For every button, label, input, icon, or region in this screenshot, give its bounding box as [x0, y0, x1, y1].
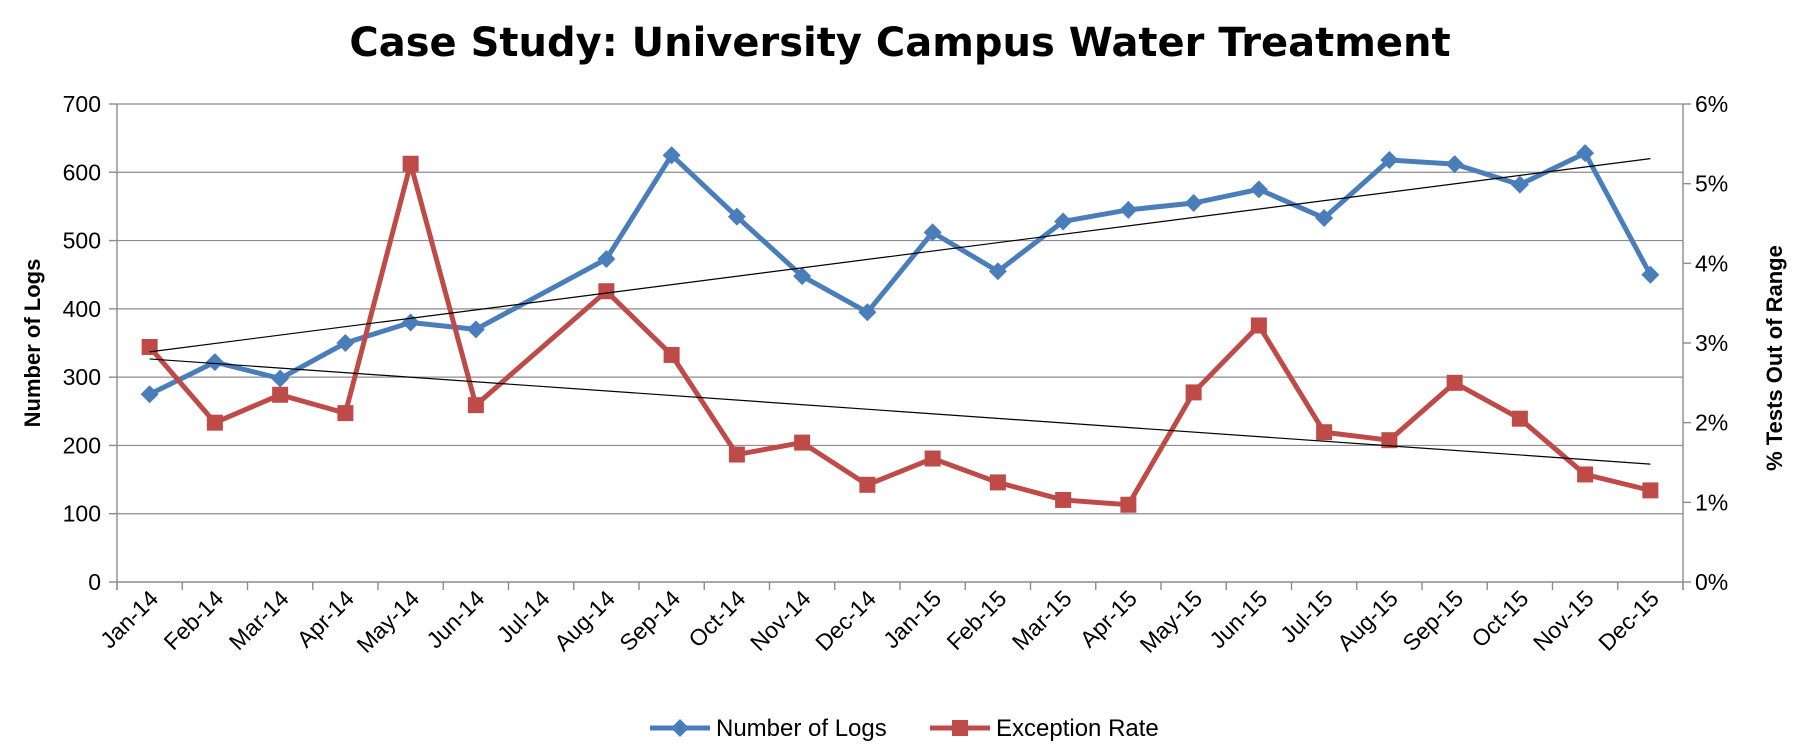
x-axis-tick-label: Jan-15: [878, 585, 946, 653]
right-axis-tick-label: 4%: [1695, 250, 1728, 276]
data-point-logs: [271, 369, 290, 388]
data-point-logs: [793, 267, 812, 286]
series-line: [148, 150, 1653, 397]
data-point-exception-rate: [1250, 317, 1267, 334]
x-axis-tick-label: Oct-15: [1466, 585, 1533, 652]
data-point-exception-rate: [1055, 491, 1072, 508]
legend-label: Exception Rate: [996, 715, 1159, 742]
x-axis-tick-label: Jul-15: [1275, 585, 1338, 648]
x-axis-tick-label: May-15: [1135, 585, 1208, 658]
left-axis-tick-label: 100: [63, 501, 101, 527]
x-axis-tick-label: Sep-15: [1397, 585, 1468, 656]
data-point-exception-rate: [1381, 432, 1398, 449]
data-point-exception-rate: [467, 397, 484, 414]
data-point-exception-rate: [1316, 424, 1333, 441]
data-point-logs: [988, 262, 1007, 281]
data-point-exception-rate: [924, 450, 941, 467]
left-axis-tick-label: 400: [63, 296, 101, 322]
legend-marker: [671, 719, 689, 737]
trendline: [149, 158, 1651, 353]
data-point-exception-rate: [728, 446, 745, 463]
data-point-exception-rate: [272, 386, 289, 403]
x-axis-tick-label: Dec-14: [810, 585, 881, 656]
left-axis-tick-label: 700: [63, 91, 101, 117]
data-point-exception-rate: [1511, 410, 1528, 427]
data-point-logs: [1576, 144, 1595, 163]
data-point-exception-rate: [1642, 482, 1659, 499]
x-axis-tick-label: Jun-14: [421, 585, 489, 653]
data-point-logs: [727, 207, 746, 226]
data-point-logs: [1054, 212, 1073, 231]
x-axis-tick-label: Mar-14: [224, 585, 294, 655]
data-point-logs: [662, 146, 681, 165]
x-axis-tick-label: Dec-15: [1593, 585, 1664, 656]
x-axis-tick-label: Jan-14: [95, 585, 163, 653]
right-axis-tick-label: 0%: [1695, 569, 1728, 595]
x-axis-tick-label: May-14: [352, 585, 425, 658]
data-point-logs: [923, 223, 942, 242]
x-axis-tick-label: Apr-15: [1075, 585, 1142, 652]
data-point-logs: [597, 250, 616, 269]
x-axis-tick-label: Sep-14: [614, 585, 685, 656]
data-point-exception-rate: [141, 338, 158, 355]
data-point-logs: [401, 313, 420, 332]
data-point-exception-rate: [337, 405, 354, 422]
right-axis-tick-label: 6%: [1695, 91, 1728, 117]
left-axis-tick-label: 0: [88, 569, 101, 595]
chart-title: Case Study: University Campus Water Trea…: [349, 20, 1450, 66]
x-axis-tick-label: Feb-15: [941, 585, 1011, 655]
data-point-exception-rate: [1120, 496, 1137, 513]
x-axis-tick-label: Nov-14: [745, 585, 816, 656]
data-point-logs: [1510, 175, 1529, 194]
x-axis-tick-label: Aug-15: [1332, 585, 1403, 656]
data-point-logs: [858, 303, 877, 322]
x-axis-tick-label: Aug-14: [549, 585, 620, 656]
data-point-logs: [1445, 155, 1464, 174]
trendline: [149, 358, 1651, 465]
left-axis-tick-label: 200: [63, 432, 101, 458]
data-point-logs: [1184, 194, 1203, 213]
right-axis-tick-label: 3%: [1695, 330, 1728, 356]
left-axis-tick-label: 600: [63, 159, 101, 185]
data-point-exception-rate: [206, 414, 223, 431]
left-axis-tick-label: 500: [63, 228, 101, 254]
x-axis-tick-label: Jul-14: [492, 585, 555, 648]
data-point-exception-rate: [794, 434, 811, 451]
data-point-logs: [466, 320, 485, 339]
data-point-logs: [1380, 150, 1399, 169]
right-axis-tick-label: 2%: [1695, 410, 1728, 436]
right-axis-tick-label: 1%: [1695, 489, 1728, 515]
data-point-logs: [1641, 265, 1660, 284]
x-axis-tick-label: Apr-14: [292, 585, 359, 652]
left-axis-tick-label: 300: [63, 364, 101, 390]
data-point-logs: [336, 334, 355, 352]
data-point-logs: [1315, 209, 1334, 228]
y2-axis-title: % Tests Out of Range: [1762, 245, 1787, 471]
legend-marker: [952, 720, 968, 736]
x-axis-tick-label: Jun-15: [1204, 585, 1272, 653]
data-point-exception-rate: [402, 155, 419, 172]
x-axis-tick-label: Oct-14: [683, 585, 750, 652]
data-point-logs: [1249, 180, 1268, 199]
x-axis-tick-label: Nov-15: [1528, 585, 1599, 656]
data-point-logs: [140, 385, 159, 404]
x-axis-tick-label: Feb-14: [158, 585, 228, 655]
data-point-exception-rate: [989, 474, 1006, 491]
data-point-exception-rate: [859, 476, 876, 493]
data-point-logs: [1119, 200, 1138, 219]
x-axis-tick-label: Mar-15: [1007, 585, 1077, 655]
data-point-exception-rate: [1577, 466, 1594, 483]
data-point-exception-rate: [663, 346, 680, 363]
data-point-exception-rate: [1185, 384, 1202, 401]
legend-label: Number of Logs: [716, 715, 887, 742]
right-axis-tick-label: 5%: [1695, 171, 1728, 197]
y-axis-title: Number of Logs: [20, 259, 45, 428]
data-point-exception-rate: [1446, 374, 1463, 391]
data-point-exception-rate: [598, 283, 615, 300]
data-point-logs: [205, 353, 224, 372]
